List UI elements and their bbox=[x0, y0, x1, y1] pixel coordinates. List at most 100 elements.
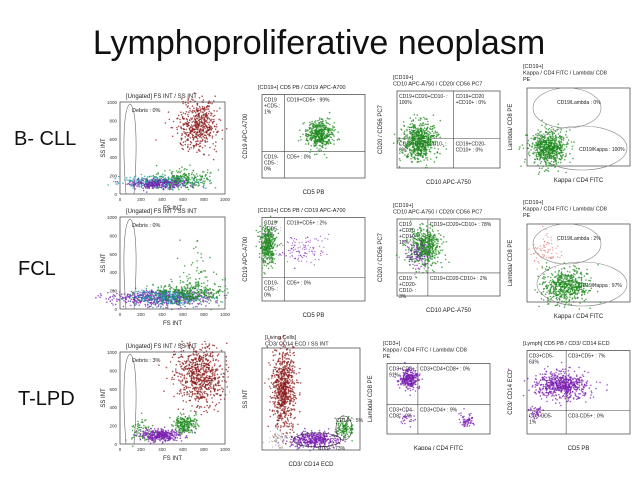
cell-cluster bbox=[264, 334, 302, 449]
quadrant-label: CD19 +CD20-CD10- :3% bbox=[399, 276, 417, 300]
plot-frame bbox=[261, 347, 361, 451]
tick-label: 400 bbox=[158, 197, 166, 202]
plot-header: [Ungated] FS INT / SS INT bbox=[126, 344, 197, 350]
tick-label: 600 bbox=[109, 137, 117, 142]
row-label-tlpd: T-LPD bbox=[18, 388, 75, 410]
x-axis-label: FS INT bbox=[163, 206, 182, 210]
quadrant-label: CD5+ : 0% bbox=[287, 281, 312, 287]
plot-header: [Living Cells] CD3/ CD14 ECD / SS INT bbox=[265, 335, 329, 348]
quadrant-label: CD19+CD20 +CD10+ : 0% bbox=[456, 94, 487, 106]
plot-header: [Lymph] CD5 PB / CD3/ CD14 ECD bbox=[523, 341, 610, 347]
quadrant-label: CD19-CD5- :0% bbox=[264, 281, 279, 299]
x-axis-label: CD3/ CD14 ECD bbox=[288, 462, 334, 468]
gate-label: CD19/Kappa : 100% bbox=[579, 147, 625, 153]
cell-cluster bbox=[507, 361, 608, 407]
quadrant-label: CD19+CD20-CD10+ : 2% bbox=[430, 276, 488, 282]
tick-label: 400 bbox=[158, 312, 166, 317]
plot-frame bbox=[526, 87, 631, 167]
x-axis-label: FS INT bbox=[163, 456, 182, 460]
plot-header: [CD19+] Kappa / CD4 FITC / Lambda/ CD8 PE bbox=[523, 200, 607, 219]
flow-plot-r2p4: [CD19+] Kappa / CD4 FITC / Lambda/ CD8 PE K… bbox=[508, 200, 631, 320]
cell-cluster bbox=[392, 113, 448, 169]
tick-label: 200 bbox=[109, 424, 117, 429]
plot-header: [CD19+] CD5 PB / CD19 APC-A700 bbox=[258, 208, 346, 214]
quadrant-label: CD19+CD20+CD10+ : 78% bbox=[430, 222, 492, 228]
x-axis-label: CD10 APC-A750 bbox=[426, 180, 472, 184]
gate-label: Debris : 0% bbox=[132, 223, 161, 229]
flow-plot-r1p1: [Ungated] FS INT / SS INT FS INT SS INT 100… bbox=[101, 92, 230, 210]
cell-cluster bbox=[155, 92, 228, 161]
gate-label: CD3+ : 73% bbox=[318, 446, 346, 452]
flow-plot-r3p3: [CD3+] Kappa / CD4 FITC / Lambda/ CD8 PE Ka… bbox=[368, 341, 491, 450]
y-axis-label: SS INT bbox=[101, 253, 107, 273]
quadrant-label: CD19 +CD20 +CD10-18% bbox=[399, 222, 417, 246]
kappa-gate bbox=[536, 261, 628, 307]
plot-frame bbox=[119, 101, 226, 195]
quadrant-label: CD19+CD5+ : 99% bbox=[287, 98, 330, 104]
quadrant-label: CD19 +CD5-: 1% bbox=[264, 98, 280, 116]
tick-label: 0 bbox=[119, 312, 122, 317]
kappa-gate bbox=[536, 125, 628, 171]
flow-plot-r2p2: [CD19+] CD5 PB / CD19 APC-A700 CD5 PB CD19… bbox=[243, 208, 366, 317]
y-axis-label: Lambda/ CD8 PE bbox=[508, 104, 514, 151]
flow-plot-r1p2: [CD19+] CD5 PB / CD19 APC-A700 CD5 PB CD19… bbox=[243, 85, 366, 194]
plot-frame bbox=[526, 350, 631, 435]
tick-label: 200 bbox=[137, 447, 145, 452]
flow-plot-r1p3: [CD19+] CD10 APC-A750 / CD20/ CD56 PC7 CD1… bbox=[378, 75, 501, 184]
y-axis-label: Lambda/ CD8 PE bbox=[508, 240, 514, 287]
y-axis-label: SS INT bbox=[243, 389, 249, 409]
quadrant-label: CD19+CD20+CD10- :100% bbox=[399, 94, 448, 106]
tick-label: 200 bbox=[137, 312, 145, 317]
y-axis-label: SS INT bbox=[101, 138, 107, 158]
plot-frame bbox=[526, 223, 631, 303]
plot-frame bbox=[119, 216, 226, 310]
cell-cluster bbox=[458, 408, 475, 428]
debris-gate bbox=[123, 353, 137, 445]
tick-label: 0 bbox=[119, 447, 122, 452]
quadrant-label: CD19+CD5+ : 2% bbox=[287, 221, 328, 227]
plot-frame bbox=[119, 351, 226, 445]
x-axis-label: Kappa / CD4 FITC bbox=[554, 178, 604, 184]
tick-label: 400 bbox=[109, 270, 117, 275]
tick-label: 0 bbox=[114, 192, 117, 197]
tick-label: 400 bbox=[109, 405, 117, 410]
tick-label: 0 bbox=[114, 442, 117, 447]
lambda-gate bbox=[532, 87, 602, 129]
slide-title: Lymphoproliferative neoplasm bbox=[92, 24, 546, 62]
gate-label: Debris : 0% bbox=[132, 108, 161, 114]
y-axis-label: Lambda/ CD8 PE bbox=[368, 375, 374, 422]
x-axis-label: CD5 PB bbox=[568, 446, 590, 450]
gate-label: CD19/Lambda : 2% bbox=[557, 236, 601, 242]
flow-plot-r3p4: [Lymph] CD5 PB / CD3/ CD14 ECD CD5 PB CD3/… bbox=[507, 341, 631, 450]
tick-label: 0 bbox=[119, 197, 122, 202]
plot-header: [Ungated] FS INT / SS INT bbox=[126, 94, 197, 100]
tick-label: 800 bbox=[109, 368, 117, 373]
cell-cluster bbox=[125, 412, 156, 447]
cell-cluster bbox=[527, 405, 545, 420]
plot-frame bbox=[386, 363, 491, 435]
plot-header: [CD19+] CD5 PB / CD19 APC-A700 bbox=[258, 85, 346, 91]
plot-header: [CD19+] CD10 APC-A750 / CD20/ CD56 PC7 bbox=[393, 75, 482, 88]
tick-label: 600 bbox=[109, 252, 117, 257]
tick-label: 1000 bbox=[220, 197, 230, 202]
tick-label: 200 bbox=[109, 174, 117, 179]
quadrant-label: CD3-CD5-1% bbox=[529, 414, 553, 426]
row-label-bcll: B- CLL bbox=[14, 128, 77, 150]
cell-cluster bbox=[255, 215, 282, 275]
flow-plot-r2p3: [CD19+] CD10 APC-A750 / CD20/ CD56 PC7 CD1… bbox=[378, 203, 501, 312]
cell-cluster bbox=[398, 235, 437, 278]
plot-header: [Ungated] FS INT / SS INT bbox=[126, 209, 197, 215]
tick-label: 1000 bbox=[220, 447, 230, 452]
plot-frame bbox=[396, 90, 501, 169]
gate-label: CD19/Lambda : 0% bbox=[557, 100, 601, 106]
cell-cluster bbox=[398, 410, 416, 428]
tick-label: 800 bbox=[109, 233, 117, 238]
quadrant-label: CD3+CD4+CD8+ : 0% bbox=[420, 367, 471, 373]
plot-header: [CD19+] Kappa / CD4 FITC / Lambda/ CD8 PE bbox=[523, 64, 607, 83]
plot-frame bbox=[261, 94, 366, 179]
flow-plot-r3p1: [Ungated] FS INT / SS INT FS INT SS INT 100… bbox=[101, 340, 230, 460]
tick-label: 800 bbox=[200, 197, 208, 202]
y-axis-label: CD3/ CD14 ECD bbox=[508, 369, 514, 415]
tick-label: 800 bbox=[109, 118, 117, 123]
quadrant-label: CD3+CD5+ : 7% bbox=[568, 354, 606, 360]
